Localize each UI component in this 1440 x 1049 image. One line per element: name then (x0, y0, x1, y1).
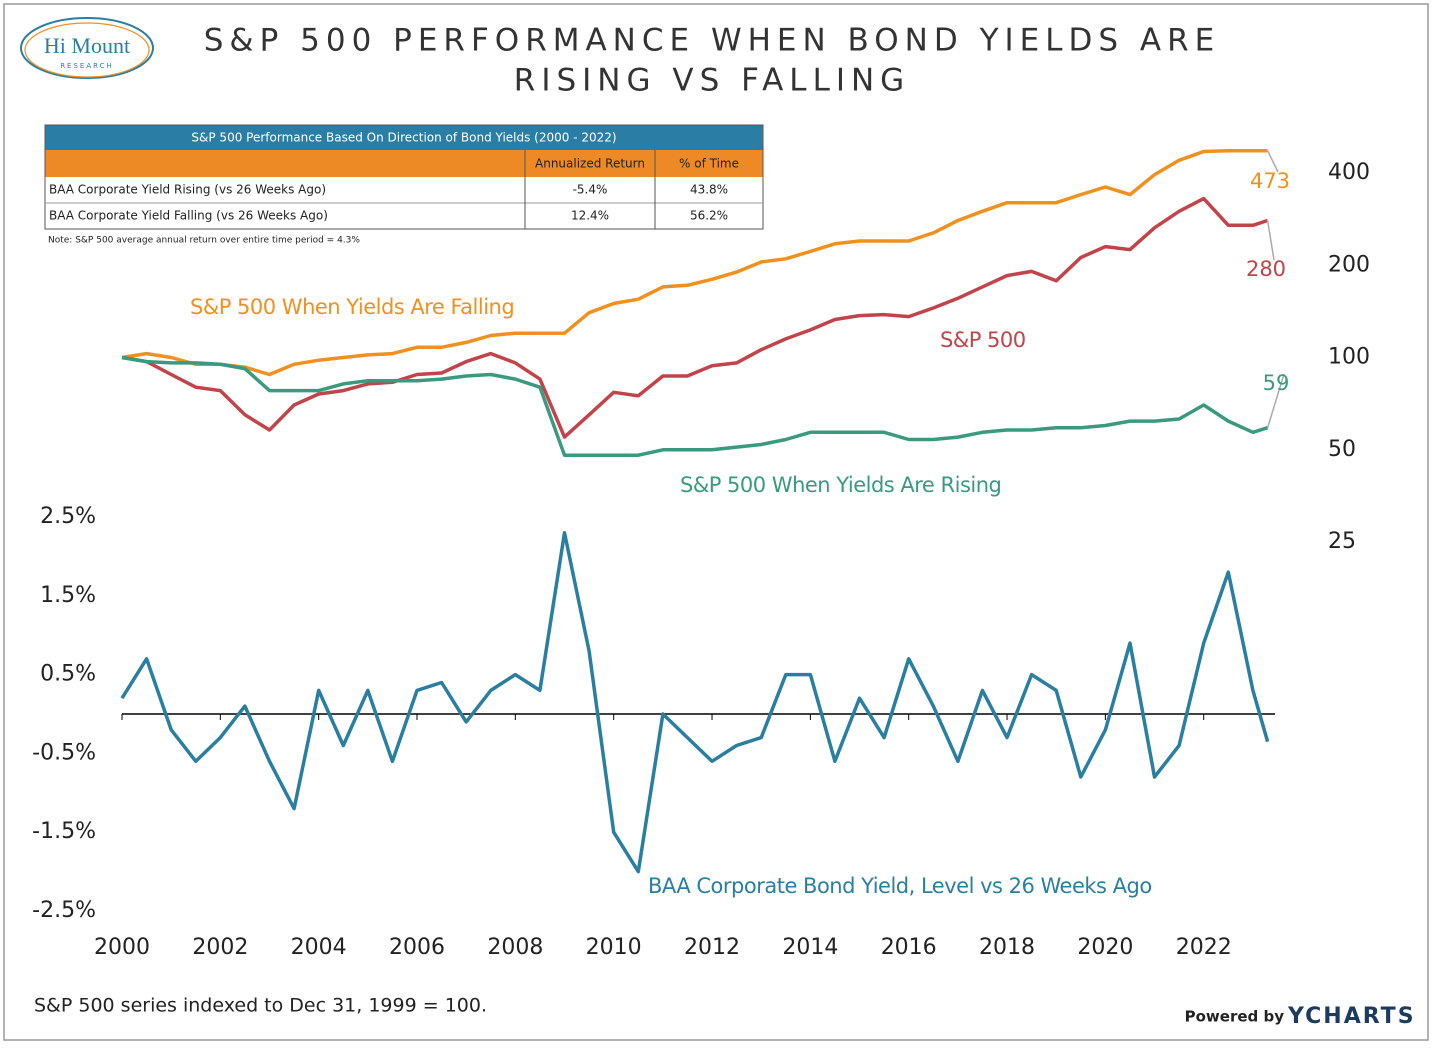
x-tick-label: 2022 (1176, 935, 1232, 960)
logo-sub: RESEARCH (60, 62, 114, 70)
x-tick-label: 2010 (586, 935, 642, 960)
x-tick-label: 2004 (291, 935, 347, 960)
logo-name: Hi Mount (44, 33, 130, 58)
end-label: 473 (1250, 169, 1290, 193)
table-title: S&P 500 Performance Based On Direction o… (191, 131, 616, 145)
x-tick-label: 2000 (94, 935, 150, 960)
table-title-band (45, 125, 763, 150)
x-tick-label: 2002 (192, 935, 248, 960)
leader (1266, 373, 1285, 428)
series-line (121, 196, 1269, 439)
table-cell: 12.4% (571, 209, 609, 223)
table-cell: 56.2% (690, 209, 728, 223)
title: S&P 500 PERFORMANCE WHEN BOND YIELDS ARE (204, 23, 1221, 59)
y-tick-label: -1.5% (32, 819, 96, 844)
title: RISING VS FALLING (514, 63, 910, 99)
series-line (121, 355, 1269, 457)
table-header: Annualized Return (535, 157, 645, 171)
x-tick-label: 2014 (782, 935, 838, 960)
table-cell: BAA Corporate Yield Falling (vs 26 Weeks… (49, 209, 328, 223)
end-label: 280 (1246, 257, 1286, 281)
y-tick-label: 2.5% (40, 504, 96, 529)
table-cell: BAA Corporate Yield Rising (vs 26 Weeks … (49, 183, 326, 197)
x-tick-label: 2008 (487, 935, 543, 960)
powered-by: Powered by (1185, 1008, 1285, 1026)
table-header-band (45, 150, 763, 177)
table-border (44, 124, 764, 230)
x-tick-label: 2012 (684, 935, 740, 960)
y-tick-label: 200 (1328, 252, 1370, 277)
series-label: S&P 500 When Yields Are Rising (680, 473, 1001, 497)
y-tick-label: 0.5% (40, 662, 96, 687)
leader (1266, 220, 1275, 261)
y-tick-label: 400 (1328, 160, 1370, 185)
leader (1266, 150, 1279, 173)
y-tick-label: 1.5% (40, 583, 96, 608)
series-line (120, 531, 1270, 874)
end-label: 59 (1263, 371, 1290, 395)
y-tick-label: -0.5% (32, 740, 96, 765)
x-tick-label: 2020 (1077, 935, 1133, 960)
footnote: S&P 500 series indexed to Dec 31, 1999 =… (34, 995, 487, 1017)
logo-ring (24, 22, 150, 78)
series-label: BAA Corporate Bond Yield, Level vs 26 We… (648, 874, 1152, 898)
table-cell: -5.4% (573, 183, 608, 197)
y-tick-label: -2.5% (32, 898, 96, 923)
x-tick-label: 2018 (979, 935, 1035, 960)
table-note: Note: S&P 500 average annual return over… (48, 236, 360, 246)
x-tick-label: 2016 (881, 935, 937, 960)
table-header: % of Time (679, 157, 739, 171)
series-label: S&P 500 (940, 328, 1026, 352)
y-tick-label: 25 (1328, 529, 1356, 554)
brand: YCHARTS (1287, 1004, 1416, 1029)
y-tick-label: 100 (1328, 345, 1370, 370)
series-line (121, 148, 1268, 377)
logo-ring (20, 17, 154, 79)
table-cell: 43.8% (690, 183, 728, 197)
table: S&P 500 Performance Based On Direction o… (44, 124, 764, 246)
x-tick-label: 2006 (389, 935, 445, 960)
series-label: S&P 500 When Yields Are Falling (190, 295, 514, 319)
y-tick-label: 50 (1328, 437, 1356, 462)
